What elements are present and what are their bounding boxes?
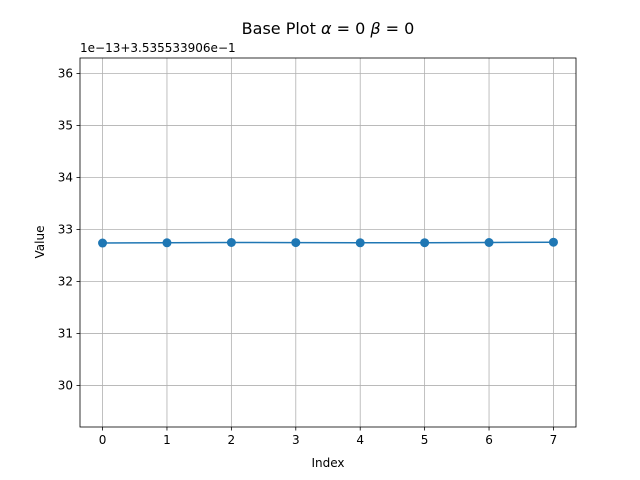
y-axis-offset-label: 1e−13+3.535533906e−1 bbox=[80, 41, 236, 55]
y-tick-label: 32 bbox=[58, 274, 73, 288]
series-line bbox=[102, 241, 554, 244]
data-point bbox=[98, 238, 108, 248]
x-tick-label: 6 bbox=[485, 433, 493, 447]
data-point bbox=[420, 238, 430, 248]
x-tick-label: 4 bbox=[356, 433, 364, 447]
plot-area-frame bbox=[79, 57, 577, 428]
x-tick-label: 2 bbox=[228, 433, 236, 447]
data-point bbox=[548, 237, 558, 247]
y-tick-label: 36 bbox=[58, 67, 73, 81]
y-axis-label: Value bbox=[33, 226, 47, 259]
chart-title: Base Plot α = 0 β = 0 bbox=[242, 19, 415, 38]
x-tick-label: 5 bbox=[421, 433, 429, 447]
x-tick-label: 3 bbox=[292, 433, 300, 447]
x-tick-label: 0 bbox=[99, 433, 107, 447]
data-point bbox=[355, 238, 365, 248]
data-point bbox=[162, 238, 172, 248]
x-tick-label: 7 bbox=[550, 433, 558, 447]
data-series bbox=[98, 237, 558, 248]
x-axis-label: Index bbox=[311, 456, 344, 470]
y-tick-label: 35 bbox=[58, 119, 73, 133]
data-point bbox=[484, 238, 494, 247]
axes-frame bbox=[79, 57, 577, 428]
data-point bbox=[291, 238, 301, 248]
y-tick-label: 30 bbox=[58, 378, 73, 392]
data-point bbox=[226, 238, 236, 247]
y-tick-label: 31 bbox=[58, 326, 73, 340]
x-tick-label: 1 bbox=[163, 433, 171, 447]
y-tick-label: 33 bbox=[58, 223, 73, 237]
y-tick-label: 34 bbox=[58, 171, 73, 185]
